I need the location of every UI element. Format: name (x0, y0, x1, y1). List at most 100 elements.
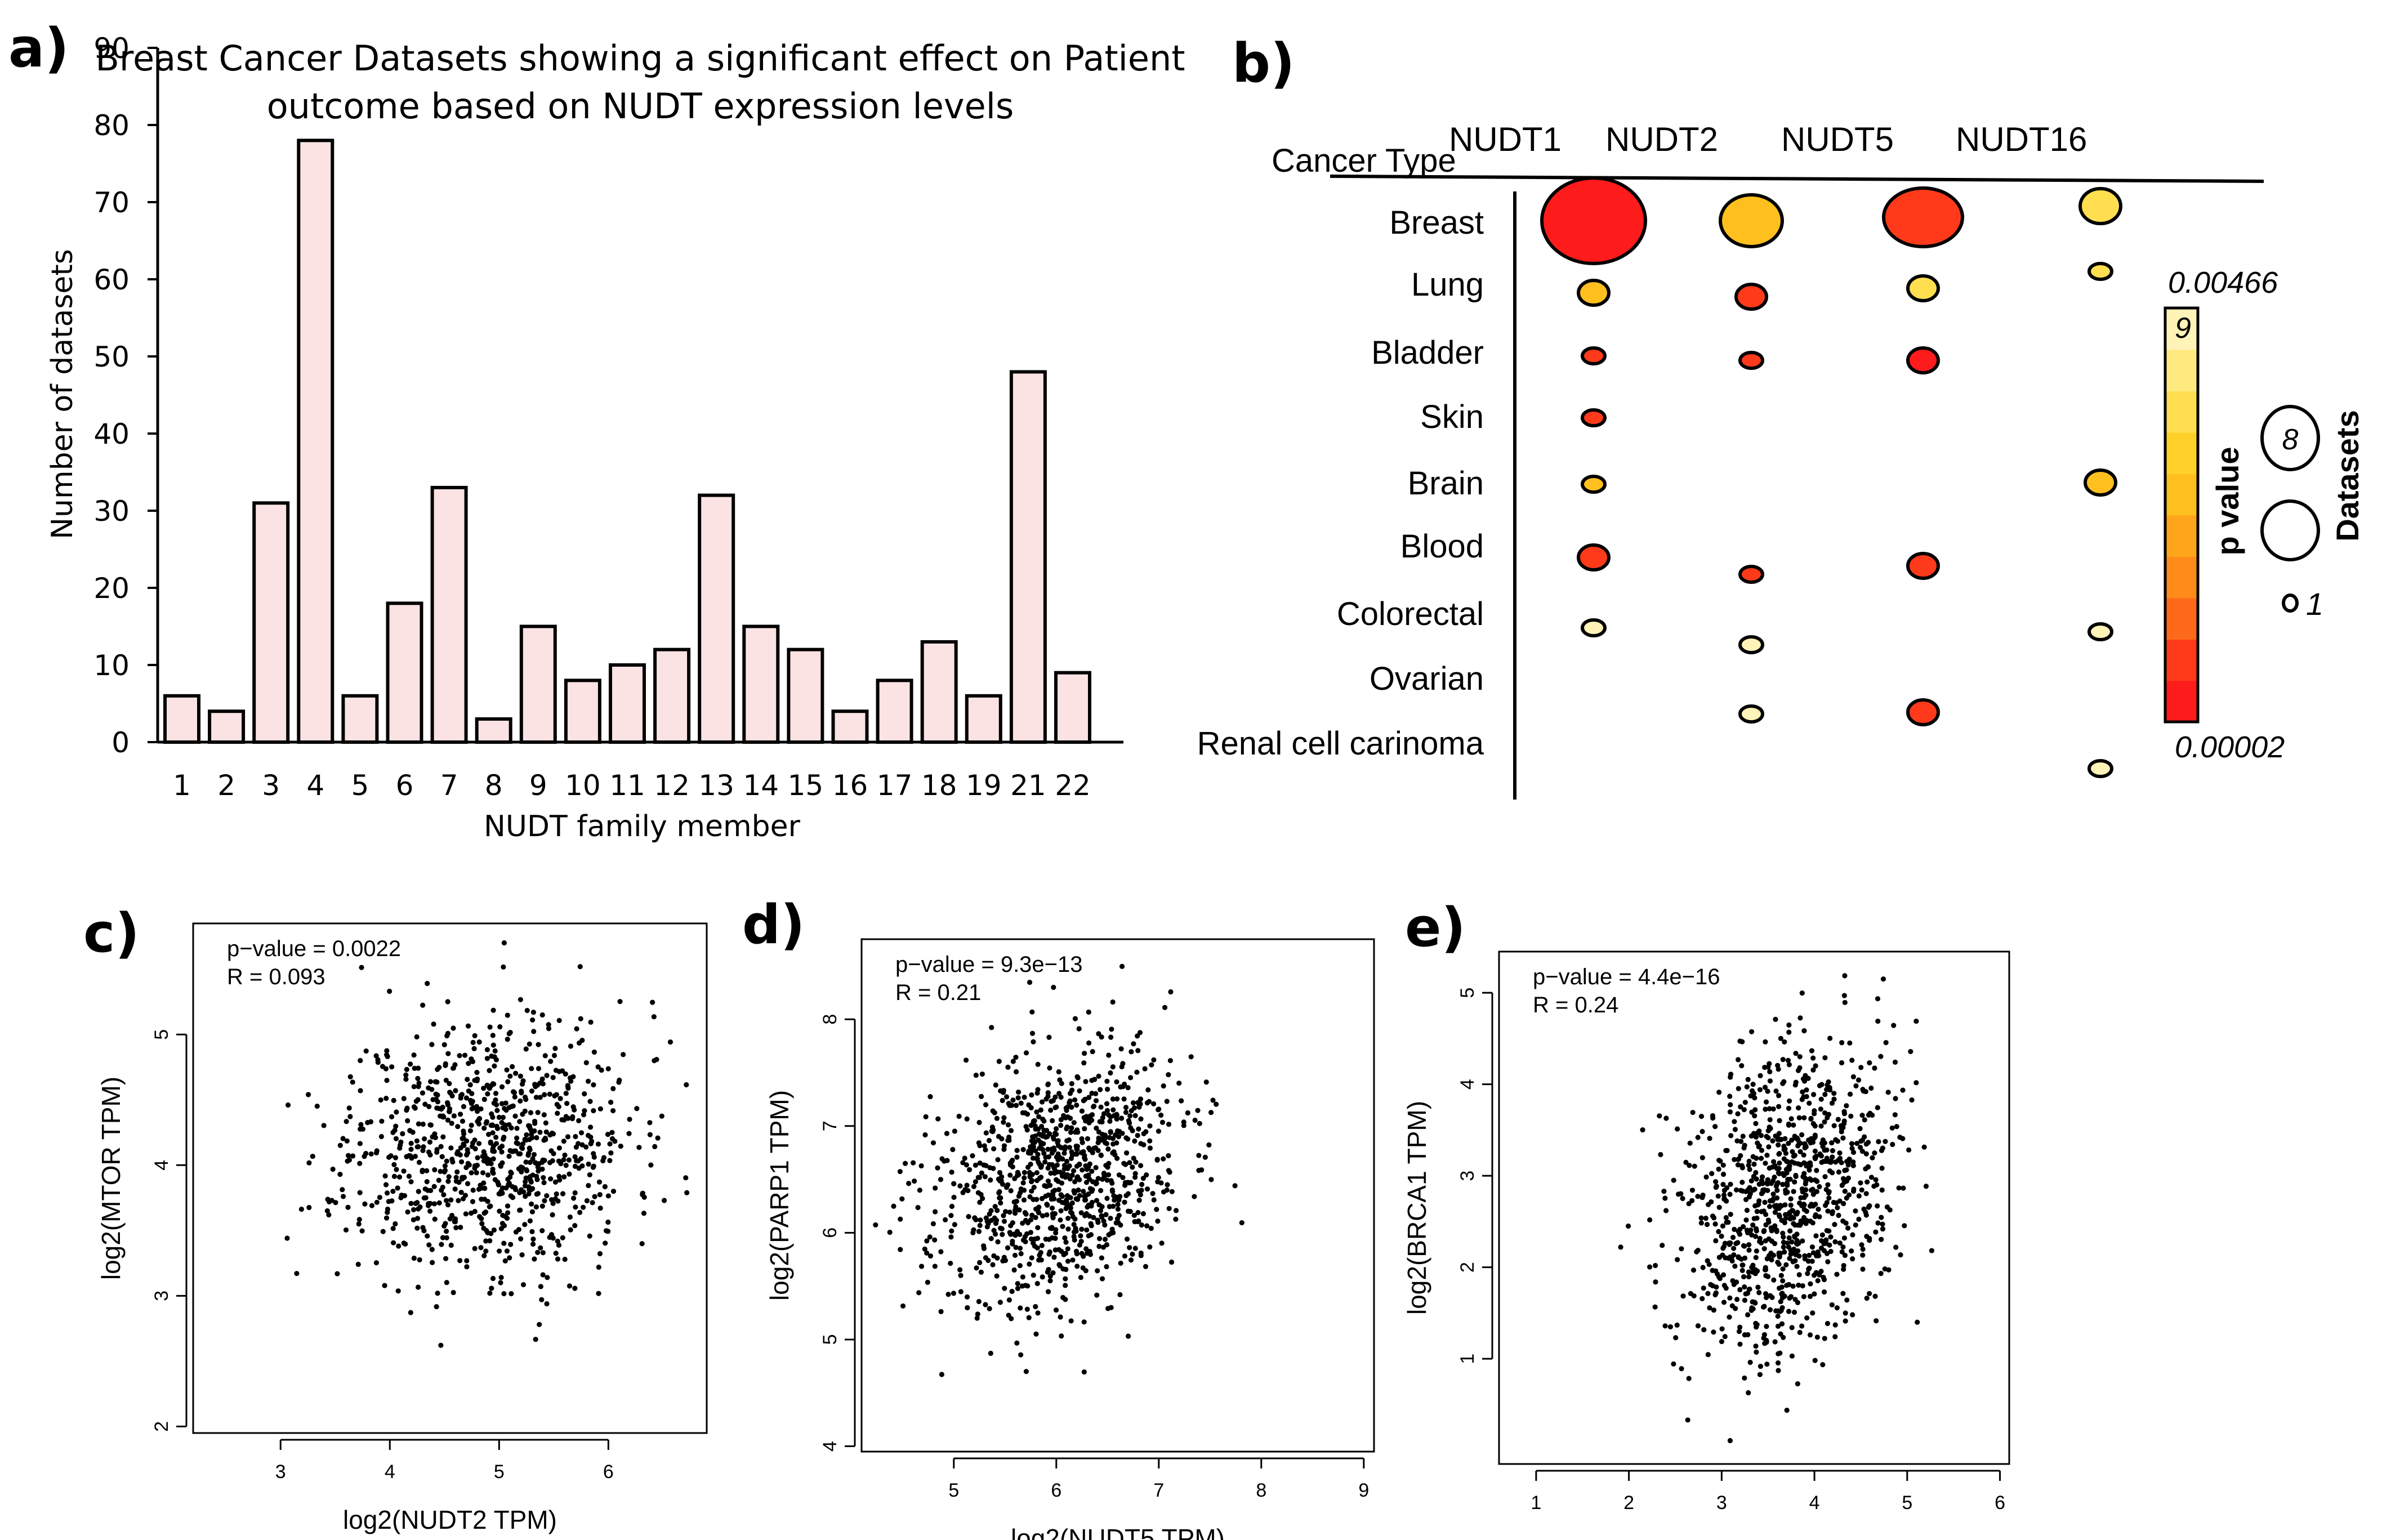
scatter-point (873, 1222, 878, 1228)
scatter-point (356, 1217, 362, 1222)
scatter-point (420, 1148, 426, 1153)
scatter-point (488, 1139, 493, 1145)
scatter-point (1738, 1188, 1744, 1193)
scatter-point (1114, 1216, 1121, 1221)
scatter-point (1663, 1208, 1669, 1213)
scatter-point (391, 1173, 397, 1179)
scatter-r-annotation: R = 0.093 (227, 965, 325, 989)
scatter-point (887, 1229, 893, 1235)
scatter-point (1123, 1150, 1130, 1156)
scatter-point (578, 1016, 583, 1021)
scatter-point (1047, 1065, 1052, 1071)
p-value-scale-step (2165, 474, 2198, 516)
scatter-point (996, 1059, 1002, 1064)
scatter-point (1834, 1305, 1840, 1311)
scatter-point (461, 1141, 466, 1147)
scatter-point (457, 1258, 463, 1264)
scatter-point (1111, 1149, 1117, 1155)
scatter-point (1872, 1065, 1877, 1071)
scatter-point (544, 1073, 550, 1078)
scatter-point (570, 1114, 576, 1119)
scatter-point (1811, 1092, 1817, 1097)
scatter-point (1787, 1176, 1793, 1182)
scatter-point (1034, 1090, 1040, 1096)
scatter-point (1713, 1179, 1719, 1185)
scatter-point (1058, 1314, 1063, 1320)
scatter-point (1118, 1046, 1124, 1052)
p-value-scale-step (2165, 556, 2198, 599)
scatter-point (992, 1204, 998, 1209)
scatter-point (572, 1223, 578, 1229)
scatter-point (1804, 1315, 1810, 1321)
scatter-point (1043, 1193, 1049, 1199)
scatter-point (1173, 1208, 1179, 1213)
scatter-point (1093, 1165, 1099, 1171)
scatter-point (1131, 1155, 1136, 1161)
scatter-point (1165, 1182, 1170, 1188)
scatter-point (492, 1063, 497, 1069)
scatter-point (1733, 1279, 1739, 1285)
scatter-point (1132, 1138, 1138, 1144)
scatter-point (1048, 1108, 1054, 1113)
scatter-point (911, 1160, 916, 1166)
scatter-point (333, 1200, 338, 1206)
scatter-point (1780, 1181, 1786, 1188)
p-value-top-label: 0.00466 (2168, 266, 2278, 300)
scatter-point (1060, 1224, 1065, 1229)
scatter-point (445, 1102, 451, 1108)
scatter-point (1050, 1213, 1056, 1219)
scatter-point (1785, 1057, 1791, 1063)
scatter-point (1214, 1101, 1219, 1107)
scatter-point (1713, 1185, 1719, 1190)
scatter-point (373, 1260, 380, 1266)
scatter-point (1109, 1026, 1114, 1032)
scatter-point (1856, 1193, 1862, 1199)
scatter-point (385, 1209, 390, 1215)
scatter-point (1014, 1173, 1020, 1179)
scatter-point (1845, 1175, 1852, 1181)
scatter-point (1064, 1158, 1070, 1164)
scatter-point (512, 1094, 518, 1100)
scatter-point (1032, 1140, 1038, 1145)
scatter-point (1875, 996, 1881, 1002)
bar-x-tick-label: 7 (440, 769, 458, 802)
scatter-point (507, 1174, 513, 1180)
scatter-point (1120, 1084, 1126, 1090)
scatter-point (1051, 1255, 1057, 1260)
scatter-point (1063, 1115, 1068, 1121)
scatter-point (1787, 1098, 1792, 1104)
scatter-point (503, 1100, 508, 1106)
scatter-point (1799, 990, 1805, 996)
scatter-point (1814, 1334, 1820, 1340)
scatter-point (1754, 1228, 1759, 1234)
scatter-x-tick-label: 6 (1051, 1480, 1061, 1501)
scatter-point (387, 988, 392, 994)
scatter-point (519, 1252, 525, 1258)
scatter-point (462, 1052, 468, 1058)
scatter-point (536, 1066, 542, 1072)
scatter-point (1747, 1286, 1752, 1292)
scatter-point (1801, 1207, 1807, 1212)
scatter-point (472, 1033, 478, 1039)
scatter-point (1867, 1238, 1872, 1243)
bubble-bladder-nudt2 (1738, 351, 1764, 370)
scatter-point (562, 1152, 568, 1158)
bubble-lung-nudt5 (1906, 274, 1940, 302)
scatter-point (1135, 1048, 1141, 1054)
scatter-point (1803, 1181, 1808, 1187)
scatter-point (416, 1189, 421, 1194)
scatter-point (1114, 1113, 1119, 1118)
scatter-point (1753, 1169, 1759, 1176)
scatter-point (597, 1205, 603, 1211)
scatter-y-tick-label: 4 (819, 1441, 841, 1452)
scatter-point (1743, 1197, 1749, 1202)
scatter-point (1007, 1102, 1012, 1108)
scatter-point (981, 1246, 987, 1251)
bubble-breast-nudt16 (2078, 187, 2122, 225)
scatter-point (1096, 1031, 1101, 1037)
scatter-point (504, 1067, 510, 1073)
bar-21 (1009, 370, 1047, 744)
scatter-point (343, 1227, 349, 1233)
scatter-point (1118, 1222, 1123, 1228)
scatter-point (1867, 1291, 1872, 1296)
